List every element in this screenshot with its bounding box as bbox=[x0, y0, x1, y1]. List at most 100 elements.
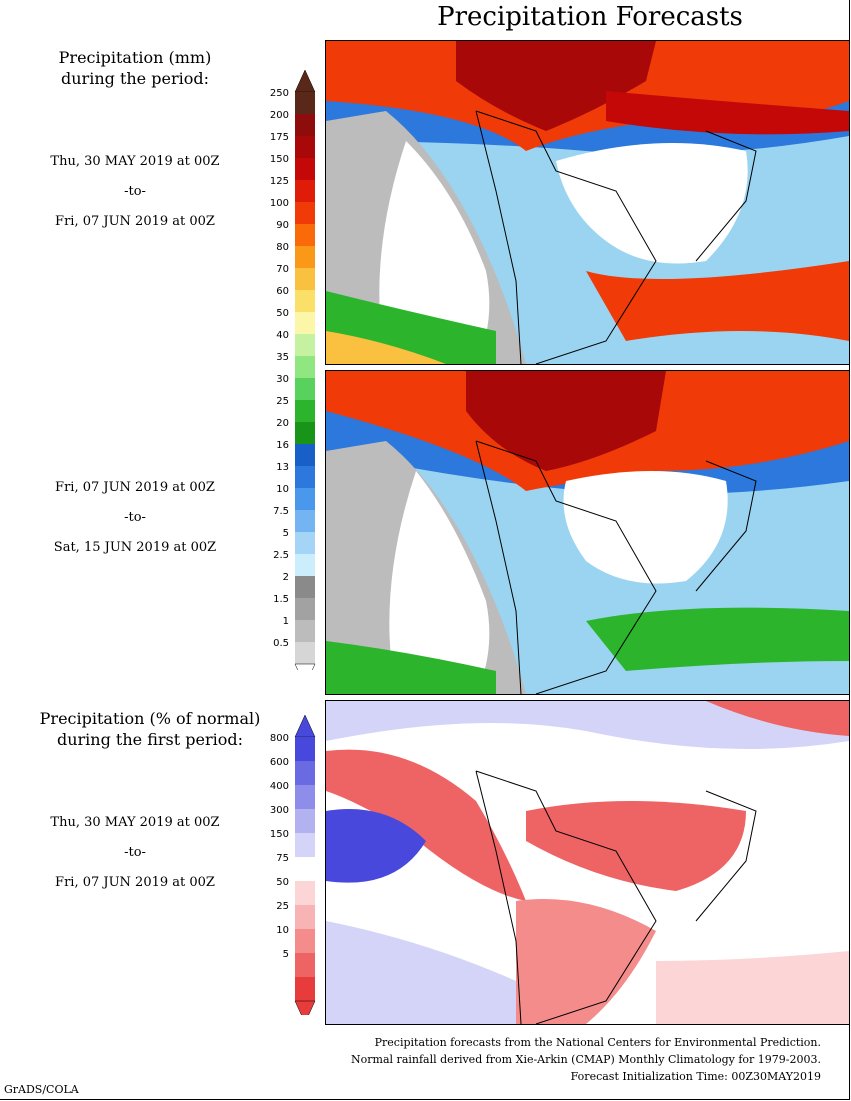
pct-colorbar-tick-label: 150 bbox=[270, 829, 289, 840]
mm-colorbar-tick-label: 100 bbox=[270, 198, 289, 209]
mm-colorbar-swatch bbox=[295, 598, 315, 620]
pct-colorbar-tick-label: 75 bbox=[276, 853, 289, 864]
pct-colorbar-swatch bbox=[295, 785, 315, 809]
mm-colorbar-swatch bbox=[295, 554, 315, 576]
mm-colorbar-swatch bbox=[295, 400, 315, 422]
mm-colorbar-tick-label: 2.5 bbox=[273, 550, 289, 561]
pct-colorbar-swatch bbox=[295, 929, 315, 953]
mm-colorbar-tick-label: 125 bbox=[270, 176, 289, 187]
pct-colorbar-tick-label: 10 bbox=[276, 925, 289, 936]
mm-colorbar-swatch bbox=[295, 422, 315, 444]
period2-from: Fri, 07 JUN 2019 at 00Z bbox=[55, 480, 215, 495]
mm-colorbar-swatch bbox=[295, 114, 315, 136]
footer-init-time: Forecast Initialization Time: 00Z30MAY20… bbox=[570, 1070, 821, 1083]
period3-to: -to- bbox=[124, 845, 146, 860]
footer-climatology: Normal rainfall derived from Xie-Arkin (… bbox=[351, 1053, 821, 1066]
mm-colorbar-tick-label: 200 bbox=[270, 110, 289, 121]
pct-legend-title-line2: during the first period: bbox=[56, 730, 244, 749]
mm-colorbar-swatch bbox=[295, 510, 315, 532]
mm-colorbar-swatch bbox=[295, 202, 315, 224]
pct-colorbar-tick-label: 400 bbox=[270, 781, 289, 792]
mm-colorbar-tick-label: 5 bbox=[283, 528, 289, 539]
pct-colorbar-swatch bbox=[295, 953, 315, 977]
mm-colorbar-tick-label: 40 bbox=[276, 330, 289, 341]
mm-colorbar: 2502001751501251009080706050403530252016… bbox=[270, 70, 316, 670]
map-panel-period2 bbox=[325, 370, 850, 695]
pct-colorbar-tick-label: 25 bbox=[276, 901, 289, 912]
footer-source: Precipitation forecasts from the Nationa… bbox=[374, 1036, 821, 1049]
pct-colorbar-tick-label: 5 bbox=[283, 949, 289, 960]
mm-colorbar-swatch bbox=[295, 532, 315, 554]
pct-colorbar-swatch bbox=[295, 809, 315, 833]
mm-colorbar-tick-label: 1 bbox=[283, 616, 289, 627]
mm-colorbar-swatch bbox=[295, 180, 315, 202]
precip-map-period1 bbox=[326, 41, 849, 364]
period3-from: Thu, 30 MAY 2019 at 00Z bbox=[50, 815, 220, 830]
pct-colorbar-tick-label: 800 bbox=[270, 733, 289, 744]
map-panel-period1 bbox=[325, 40, 850, 365]
percent-normal-map bbox=[326, 701, 849, 1024]
mm-colorbar-bottom-arrow bbox=[294, 663, 316, 670]
period3-label: Thu, 30 MAY 2019 at 00Z -to- Fri, 07 JUN… bbox=[20, 815, 250, 890]
period1-to: -to- bbox=[124, 184, 146, 199]
mm-colorbar-swatch bbox=[295, 466, 315, 488]
mm-colorbar-swatch bbox=[295, 334, 315, 356]
mm-legend-title-line1: Precipitation (mm) bbox=[58, 48, 212, 67]
mm-colorbar-swatch bbox=[295, 92, 315, 114]
mm-colorbar-top-arrow bbox=[294, 70, 316, 93]
mm-colorbar-swatch bbox=[295, 444, 315, 466]
mm-colorbar-swatch bbox=[295, 268, 315, 290]
mm-colorbar-tick-label: 35 bbox=[276, 352, 289, 363]
mm-colorbar-swatch bbox=[295, 158, 315, 180]
pct-colorbar-top-arrow bbox=[294, 715, 316, 738]
period1-from: Thu, 30 MAY 2019 at 00Z bbox=[50, 154, 220, 169]
pct-colorbar-tick-label: 50 bbox=[276, 877, 289, 888]
map-panel-percent-normal bbox=[325, 700, 850, 1025]
pct-colorbar-swatch bbox=[295, 881, 315, 905]
page-title: Precipitation Forecasts bbox=[437, 2, 743, 32]
pct-colorbar-bottom-arrow bbox=[294, 1000, 316, 1015]
period2-to: -to- bbox=[124, 510, 146, 525]
mm-colorbar-tick-label: 150 bbox=[270, 154, 289, 165]
period2-label: Fri, 07 JUN 2019 at 00Z -to- Sat, 15 JUN… bbox=[20, 480, 250, 555]
pct-colorbar-swatch bbox=[295, 761, 315, 785]
mm-colorbar-tick-label: 25 bbox=[276, 396, 289, 407]
mm-colorbar-swatch bbox=[295, 378, 315, 400]
mm-colorbar-tick-label: 80 bbox=[276, 242, 289, 253]
mm-colorbar-tick-label: 250 bbox=[270, 88, 289, 99]
pct-colorbar: 800 600 400 300 150 75 50 25 10 5 bbox=[270, 715, 316, 1015]
mm-colorbar-swatch bbox=[295, 290, 315, 312]
pct-colorbar-swatch bbox=[295, 977, 315, 1001]
period1-until: Fri, 07 JUN 2019 at 00Z bbox=[55, 214, 215, 229]
mm-colorbar-tick-label: 60 bbox=[276, 286, 289, 297]
mm-colorbar-swatch bbox=[295, 136, 315, 158]
mm-legend-title-line2: during the period: bbox=[61, 69, 209, 88]
mm-colorbar-tick-label: 0.5 bbox=[273, 638, 289, 649]
mm-colorbar-swatch bbox=[295, 620, 315, 642]
pct-colorbar-swatch bbox=[295, 833, 315, 857]
mm-colorbar-swatch bbox=[295, 488, 315, 510]
mm-colorbar-tick-label: 175 bbox=[270, 132, 289, 143]
mm-colorbar-tick-label: 70 bbox=[276, 264, 289, 275]
period1-label: Thu, 30 MAY 2019 at 00Z -to- Fri, 07 JUN… bbox=[20, 154, 250, 229]
mm-colorbar-tick-label: 10 bbox=[276, 484, 289, 495]
period2-until: Sat, 15 JUN 2019 at 00Z bbox=[53, 540, 217, 555]
mm-legend-title: Precipitation (mm) during the period: bbox=[20, 47, 250, 89]
mm-colorbar-swatch bbox=[295, 246, 315, 268]
mm-colorbar-tick-label: 90 bbox=[276, 220, 289, 231]
mm-colorbar-tick-label: 16 bbox=[276, 440, 289, 451]
precip-map-period2 bbox=[326, 371, 849, 694]
mm-colorbar-tick-label: 2 bbox=[283, 572, 289, 583]
grads-credit: GrADS/COLA bbox=[4, 1083, 79, 1096]
mm-colorbar-tick-label: 20 bbox=[276, 418, 289, 429]
pct-colorbar-swatch bbox=[295, 857, 315, 881]
pct-legend-title-line1: Precipitation (% of normal) bbox=[39, 709, 261, 728]
mm-colorbar-swatch bbox=[295, 642, 315, 664]
mm-colorbar-tick-label: 30 bbox=[276, 374, 289, 385]
mm-colorbar-tick-label: 50 bbox=[276, 308, 289, 319]
pct-colorbar-swatch bbox=[295, 905, 315, 929]
mm-colorbar-swatch bbox=[295, 224, 315, 246]
period3-until: Fri, 07 JUN 2019 at 00Z bbox=[55, 875, 215, 890]
mm-colorbar-swatch bbox=[295, 356, 315, 378]
pct-colorbar-tick-label: 600 bbox=[270, 757, 289, 768]
